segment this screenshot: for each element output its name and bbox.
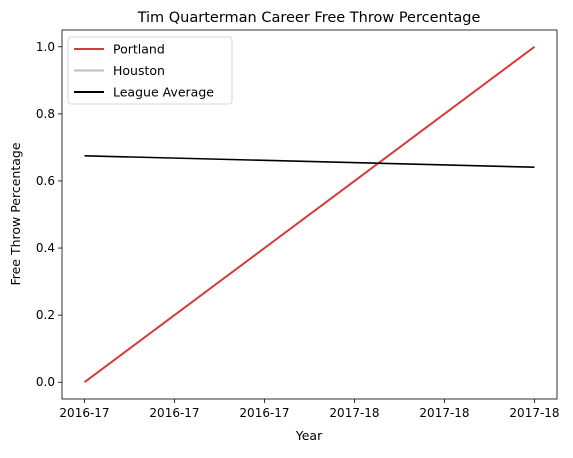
chart-title: Tim Quarterman Career Free Throw Percent…: [137, 10, 481, 26]
x-tick-label: 2016-17: [59, 406, 109, 420]
legend-label: League Average: [113, 85, 214, 100]
y-tick-label: 0.2: [36, 308, 55, 322]
legend: Portland Houston League Average: [68, 37, 232, 104]
y-tick-label: 1.0: [36, 40, 55, 54]
y-tick-label: 0.8: [36, 107, 55, 121]
legend-label: Houston: [113, 63, 165, 78]
y-tick-label: 0.4: [36, 241, 55, 255]
x-tick-label: 2016-17: [149, 406, 199, 420]
x-tick-label: 2017-18: [509, 406, 559, 420]
x-tick-label: 2016-17: [239, 406, 289, 420]
y-axis-label: Free Throw Percentage: [8, 142, 23, 285]
legend-label: Portland: [113, 42, 165, 57]
y-axis: 0.0 0.2 0.4 0.6 0.8 1.0: [36, 40, 62, 389]
y-tick-label: 0.6: [36, 174, 55, 188]
series-line-2: [85, 156, 535, 167]
x-tick-label: 2017-18: [419, 406, 469, 420]
x-axis-label: Year: [295, 428, 323, 443]
x-axis: 2016-17 2016-17 2016-17 2017-18 2017-18 2017-…: [59, 399, 559, 420]
y-tick-label: 0.0: [36, 375, 55, 389]
x-tick-label: 2017-18: [329, 406, 379, 420]
